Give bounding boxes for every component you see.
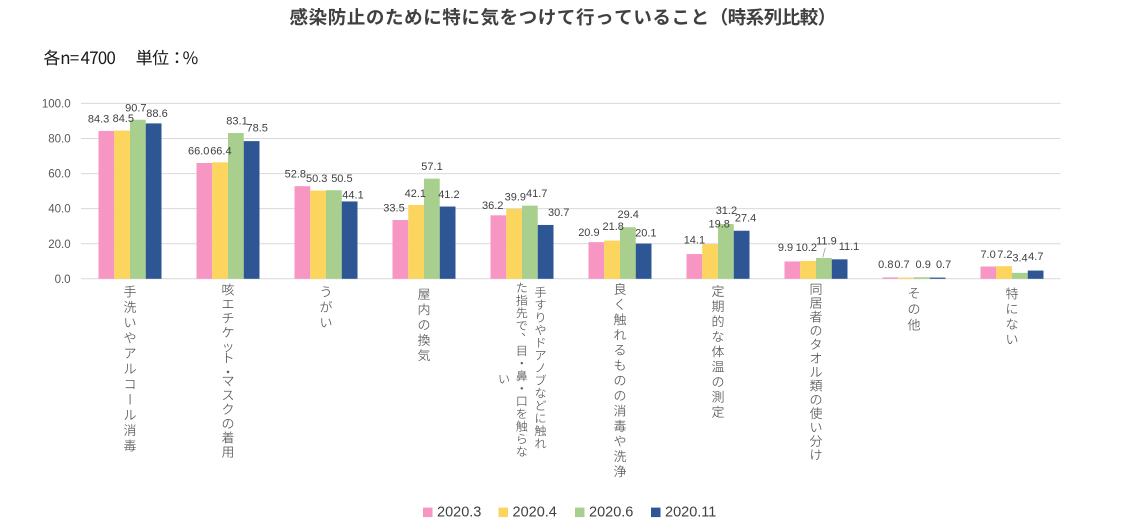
svg-text:36.2: 36.2 (482, 200, 503, 212)
svg-text:41.7: 41.7 (526, 188, 547, 200)
svg-text:42.1: 42.1 (405, 188, 426, 200)
svg-text:20.1: 20.1 (635, 228, 656, 240)
svg-text:3.4: 3.4 (1012, 253, 1027, 265)
svg-text:84.3: 84.3 (88, 113, 109, 125)
svg-text:84.5: 84.5 (113, 113, 134, 125)
svg-text:20.0: 20.0 (48, 239, 70, 251)
svg-text:14.1: 14.1 (684, 234, 705, 246)
svg-text:19.8: 19.8 (708, 219, 729, 231)
svg-text:88.6: 88.6 (146, 108, 167, 120)
svg-text:0.9: 0.9 (916, 259, 931, 271)
svg-text:78.5: 78.5 (246, 123, 267, 135)
svg-text:0.7: 0.7 (894, 259, 909, 271)
svg-text:20.9: 20.9 (578, 227, 599, 239)
svg-text:2020.11: 2020.11 (665, 505, 716, 521)
svg-text:60.0: 60.0 (48, 169, 70, 181)
svg-text:30.7: 30.7 (548, 207, 569, 219)
svg-text:90.7: 90.7 (125, 103, 146, 115)
svg-text:50.5: 50.5 (331, 173, 352, 185)
svg-text:0.8: 0.8 (878, 259, 893, 271)
svg-text:66.0: 66.0 (188, 146, 209, 158)
svg-text:44.1: 44.1 (342, 190, 363, 202)
svg-text:4.7: 4.7 (1028, 251, 1043, 263)
svg-text:11.1: 11.1 (839, 241, 860, 253)
svg-text:0.7: 0.7 (936, 259, 951, 271)
svg-text:39.9: 39.9 (505, 191, 526, 203)
svg-text:2020.3: 2020.3 (437, 505, 481, 521)
svg-text:11.9: 11.9 (816, 236, 837, 248)
svg-text:2020.6: 2020.6 (589, 505, 633, 521)
svg-text:50.3: 50.3 (306, 173, 327, 185)
svg-text:57.1: 57.1 (421, 161, 442, 173)
svg-text:52.8: 52.8 (285, 169, 306, 181)
svg-text:80.0: 80.0 (48, 134, 70, 146)
svg-text:66.4: 66.4 (210, 146, 231, 158)
svg-text:7.0: 7.0 (980, 249, 995, 261)
svg-text:33.5: 33.5 (383, 203, 404, 215)
svg-text:100.0: 100.0 (42, 99, 71, 111)
svg-text:83.1: 83.1 (226, 116, 247, 128)
svg-text:29.4: 29.4 (617, 209, 638, 221)
svg-text:41.2: 41.2 (438, 189, 459, 201)
svg-text:9.9: 9.9 (778, 242, 793, 254)
svg-text:10.2: 10.2 (796, 242, 817, 254)
svg-text:2020.4: 2020.4 (513, 505, 557, 521)
svg-text:40.0: 40.0 (48, 204, 70, 216)
svg-text:27.4: 27.4 (735, 212, 756, 224)
svg-text:31.2: 31.2 (716, 205, 737, 217)
svg-text:7.2: 7.2 (997, 249, 1012, 261)
svg-text:21.8: 21.8 (602, 221, 623, 233)
svg-text:0.0: 0.0 (55, 274, 71, 286)
